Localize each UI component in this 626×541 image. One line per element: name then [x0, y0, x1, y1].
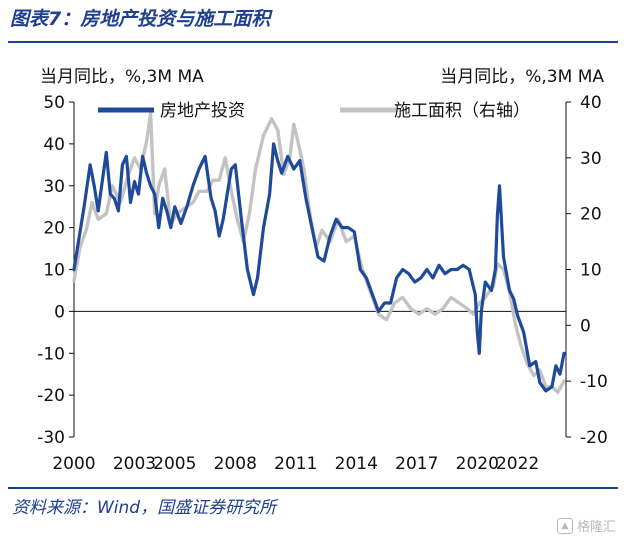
right-axis-unit: 当月同比，%,3M MA — [440, 67, 604, 87]
watermark-icon: ▲ — [556, 517, 573, 534]
x-tick-label: 2017 — [395, 454, 438, 474]
right-tick-label: 30 — [580, 149, 602, 169]
left-tick-label: 50 — [43, 93, 65, 113]
x-tick-label: 2020 — [456, 454, 499, 474]
right-tick-label: 40 — [580, 93, 602, 113]
x-tick-label: 2022 — [496, 454, 539, 474]
series-layer — [72, 111, 566, 394]
left-axis-unit: 当月同比，%,3M MA — [40, 67, 204, 87]
series-line-investment — [72, 142, 566, 393]
x-tick-label: 2005 — [153, 454, 196, 474]
right-tick-label: 10 — [580, 261, 602, 281]
x-tick-label: 2011 — [274, 454, 317, 474]
left-tick-label: 30 — [43, 177, 65, 197]
chart-axes: 50 40 30 20 10 0 -10 -20 -30 40 30 20 10 0 -10 -20 2000 2… — [37, 93, 608, 474]
left-tick-label: -10 — [37, 344, 65, 364]
right-tick-label: 20 — [580, 205, 602, 225]
x-tick-label: 2000 — [52, 454, 95, 474]
title-rule — [8, 41, 618, 43]
left-tick-label: -30 — [37, 428, 65, 448]
watermark-text: 格隆汇 — [576, 520, 616, 535]
series-line-construction — [72, 111, 566, 394]
source-note: 资料来源：Wind，国盛证券研究所 — [12, 498, 277, 518]
left-tick-label: 10 — [43, 261, 65, 281]
watermark: ▲ 格隆汇 — [556, 516, 616, 535]
x-tick-label: 2003 — [113, 454, 156, 474]
legend-investment-label: 房地产投资 — [160, 101, 245, 121]
legend-construction-label: 施工面积（右轴） — [394, 101, 530, 121]
figure-title: 图表7：房地产投资与施工面积 — [10, 8, 271, 30]
left-tick-label: 20 — [43, 219, 65, 239]
x-tick-label: 2014 — [335, 454, 378, 474]
source-rule — [8, 487, 618, 489]
right-tick-label: -20 — [580, 428, 608, 448]
right-tick-label: 0 — [580, 316, 591, 336]
left-tick-label: 40 — [43, 135, 65, 155]
left-tick-label: 0 — [54, 302, 65, 322]
left-tick-label: -20 — [37, 386, 65, 406]
right-tick-label: -10 — [580, 372, 608, 392]
chart-legend: 房地产投资 施工面积（右轴） — [98, 101, 530, 121]
x-tick-label: 2008 — [214, 454, 257, 474]
